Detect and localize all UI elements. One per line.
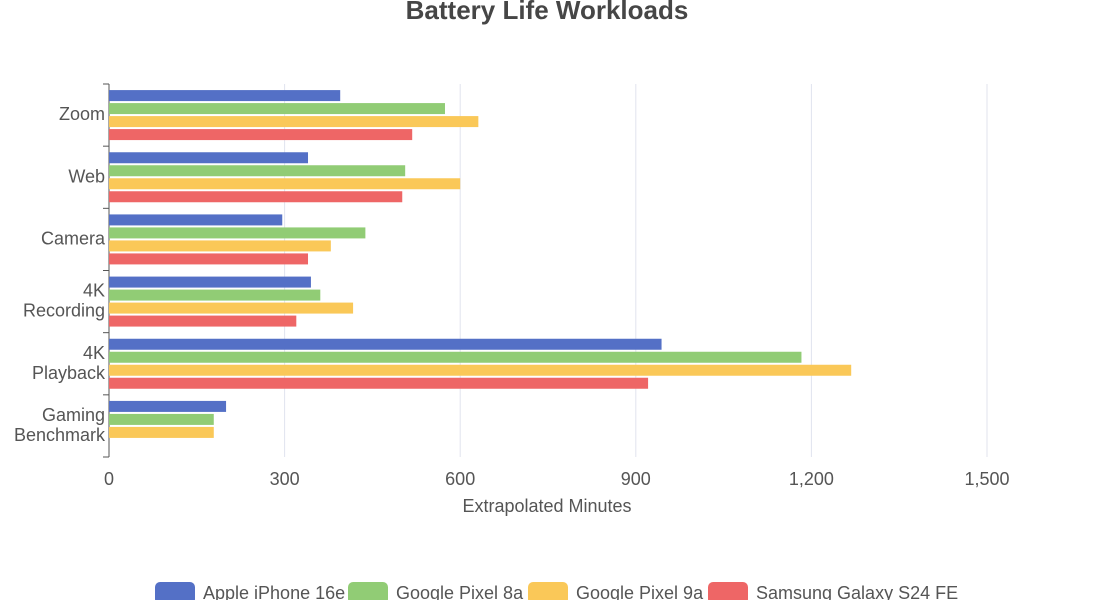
bar [109, 377, 649, 389]
chart-title: Battery Life Workloads [406, 0, 689, 25]
y-tick-label-line: Playback [32, 363, 106, 383]
y-tick-label: Web [68, 166, 105, 186]
x-tick-label: 900 [621, 469, 651, 489]
bar [109, 90, 341, 102]
legend-swatch [348, 582, 388, 600]
bar [109, 364, 852, 376]
y-tick-label: Zoom [59, 104, 105, 124]
x-tick-label: 300 [270, 469, 300, 489]
y-tick-label: 4K Recording [23, 280, 105, 320]
bar [109, 302, 354, 314]
legend-item: Google Pixel 9a [528, 582, 704, 600]
legend-swatch [708, 582, 748, 600]
bar [109, 103, 445, 115]
bar [109, 315, 297, 327]
legend-label: Apple iPhone 16e [203, 583, 345, 600]
bar [109, 129, 413, 141]
x-axis-label: Extrapolated Minutes [462, 496, 631, 516]
bar [109, 400, 227, 412]
x-tick-label: 600 [445, 469, 475, 489]
y-tick-label-line: 4K [83, 343, 105, 363]
y-tick-label-line: Web [68, 166, 105, 186]
bar [109, 191, 403, 203]
bar [109, 289, 321, 301]
x-tick-label: 1,200 [789, 469, 834, 489]
y-tick-label-line: Camera [41, 228, 106, 248]
bar [109, 338, 662, 350]
bar [109, 240, 331, 252]
y-tick-label-line: Gaming [42, 405, 105, 425]
legend-item: Apple iPhone 16e [155, 582, 345, 600]
bar [109, 165, 406, 177]
y-tick-label-line: 4K [83, 280, 105, 300]
legend-swatch [155, 582, 195, 600]
y-tick-label: 4K Playback [32, 343, 106, 383]
y-tick-label-line: Benchmark [14, 425, 106, 445]
legend-item: Samsung Galaxy S24 FE [708, 582, 958, 600]
x-tick-label: 0 [104, 469, 114, 489]
legend-label: Google Pixel 9a [576, 583, 704, 600]
bar [109, 227, 366, 239]
bar [109, 178, 461, 190]
y-tick-label-line: Recording [23, 300, 105, 320]
y-tick-label-line: Zoom [59, 104, 105, 124]
bar [109, 276, 311, 288]
legend-label: Google Pixel 8a [396, 583, 524, 600]
bar [109, 426, 214, 438]
bar [109, 413, 214, 425]
legend-label: Samsung Galaxy S24 FE [756, 583, 958, 600]
bar [109, 351, 802, 363]
legend-item: Google Pixel 8a [348, 582, 524, 600]
y-tick-label: Camera [41, 228, 106, 248]
y-tick-label: Gaming Benchmark [14, 405, 106, 445]
bar [109, 152, 309, 164]
legend-swatch [528, 582, 568, 600]
bar [109, 214, 283, 226]
bar [109, 253, 309, 265]
bar [109, 116, 479, 128]
x-tick-label: 1,500 [964, 469, 1009, 489]
